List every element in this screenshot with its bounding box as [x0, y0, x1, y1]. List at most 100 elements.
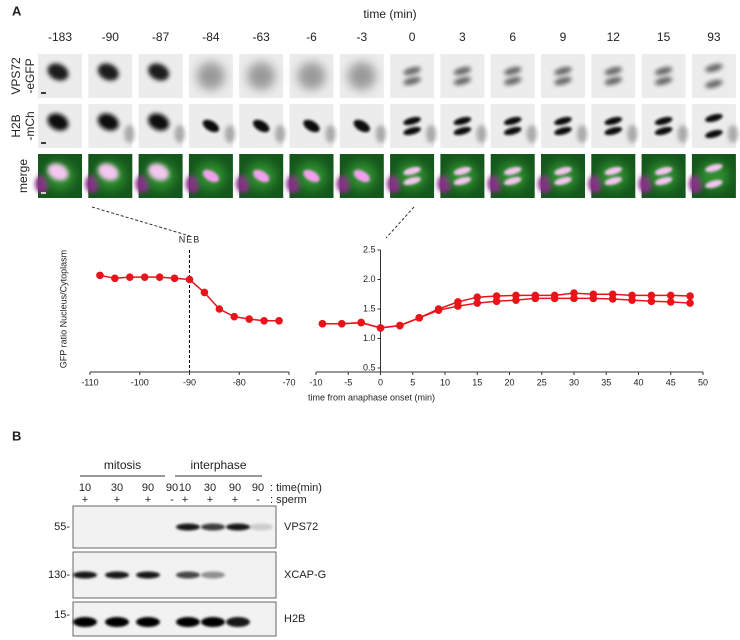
time-label: 9	[560, 30, 567, 44]
micrograph	[538, 154, 585, 198]
cell	[554, 66, 572, 76]
row-label-line: -eGFP	[23, 58, 37, 93]
cell	[397, 162, 428, 190]
cell	[453, 166, 472, 176]
micrograph	[688, 154, 736, 198]
row-label-line: -mCh	[23, 111, 37, 140]
x-tick-label: 5	[410, 377, 415, 387]
x-tick-label: 40	[633, 377, 643, 387]
y-tick-label: 2.0	[363, 274, 376, 284]
cell	[548, 162, 578, 190]
micrograph	[641, 54, 686, 98]
lane-label: -	[256, 494, 260, 506]
blot	[72, 551, 277, 599]
data-point	[215, 305, 224, 313]
x-tick-label: 15	[472, 377, 482, 387]
group-label: mitosis	[104, 458, 141, 472]
data-point	[170, 274, 179, 283]
row-label: merge	[16, 159, 30, 193]
cell	[403, 76, 421, 86]
band	[176, 571, 200, 579]
lane-label: +	[182, 494, 188, 506]
cell	[453, 116, 472, 126]
micrograph	[188, 54, 233, 98]
data-point	[260, 317, 268, 325]
micrograph	[336, 154, 384, 198]
data-point	[96, 271, 104, 280]
row-label-line: merge	[16, 159, 30, 193]
micrograph	[185, 154, 233, 198]
data-point	[473, 299, 482, 307]
micrograph-bg	[440, 104, 485, 148]
x-tick-label: 45	[666, 377, 676, 387]
cell	[503, 126, 522, 136]
micrograph	[85, 154, 133, 198]
data-point	[473, 293, 482, 302]
x-tick-label: -5	[344, 377, 352, 387]
band	[136, 617, 160, 627]
group-label: interphase	[190, 458, 246, 472]
cell	[303, 119, 320, 133]
micrograph	[541, 104, 587, 148]
data-point	[338, 319, 346, 328]
band	[201, 523, 225, 531]
data-point	[200, 288, 209, 297]
micrograph-bg	[641, 104, 686, 148]
cell	[275, 125, 286, 143]
data-point	[434, 306, 443, 314]
time-label: 93	[707, 30, 721, 44]
cell	[403, 166, 421, 176]
x-tick-label: -10	[309, 377, 322, 387]
data-point	[570, 289, 578, 297]
cell	[677, 125, 688, 143]
data-point	[647, 291, 656, 300]
row-key: : time(min)	[270, 482, 322, 494]
micrograph	[641, 104, 688, 148]
data-point	[666, 298, 675, 306]
micrograph	[691, 54, 736, 98]
cell	[253, 119, 270, 133]
micrograph	[390, 54, 435, 98]
data-point	[550, 294, 559, 303]
micrograph	[239, 54, 284, 98]
cell	[453, 66, 472, 76]
cell	[453, 126, 472, 136]
cell	[426, 125, 437, 143]
micrograph-bg	[691, 54, 736, 98]
x-tick-label: 25	[537, 377, 547, 387]
micrograph	[339, 54, 384, 98]
time-label: 12	[607, 30, 621, 44]
cell	[297, 62, 326, 90]
cell	[705, 129, 723, 139]
x-tick-label: 30	[569, 377, 579, 387]
data-point	[454, 302, 462, 310]
mw-marker: 55-	[54, 521, 70, 533]
cell	[97, 163, 119, 181]
cell	[453, 76, 472, 86]
time-label: -87	[152, 30, 170, 44]
band	[249, 523, 273, 531]
cell	[554, 176, 572, 186]
micrograph	[138, 104, 185, 148]
x-tick-label: 50	[698, 377, 708, 387]
cell	[654, 66, 673, 76]
mw-marker: 15-	[54, 609, 70, 621]
cell	[124, 125, 135, 143]
lane-label: 90	[142, 482, 154, 494]
cell	[705, 79, 723, 89]
cell	[47, 113, 69, 131]
data-point	[647, 297, 656, 306]
x-tick-label: -70	[282, 377, 295, 387]
cell	[353, 119, 370, 133]
band	[73, 617, 97, 627]
micrograph	[38, 54, 82, 98]
cell	[403, 66, 421, 76]
band	[136, 571, 160, 579]
cell	[375, 125, 386, 143]
data-point	[531, 294, 540, 303]
panel-label: B	[12, 428, 21, 443]
cell	[503, 116, 522, 126]
data-point	[140, 273, 149, 281]
cell	[503, 166, 522, 176]
